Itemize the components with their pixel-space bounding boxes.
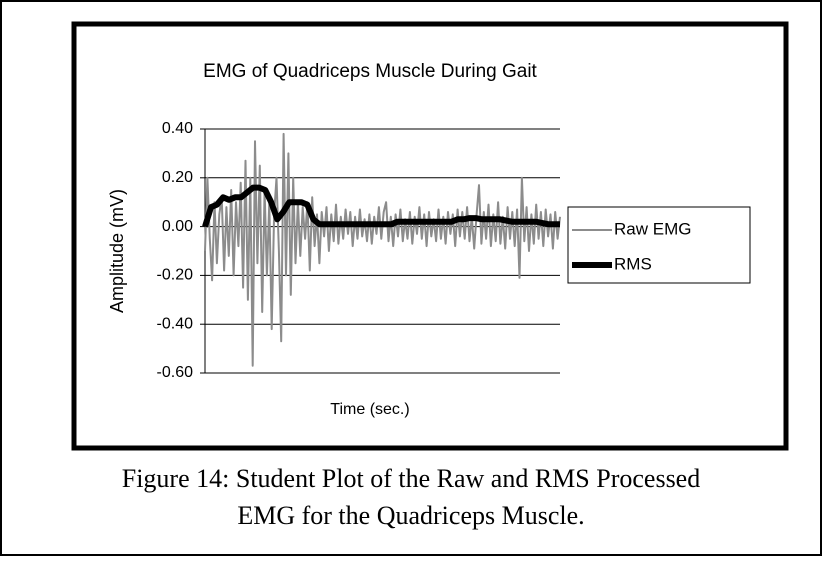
- y-tick-label: -0.60: [157, 364, 194, 381]
- series-line: [202, 184, 560, 228]
- legend-label: RMS: [614, 254, 652, 273]
- y-tick-label: 0.20: [162, 169, 193, 186]
- x-axis-label: Time (sec.): [330, 401, 409, 418]
- caption-line: Figure 14: Student Plot of the Raw and R…: [122, 464, 700, 493]
- y-tick-label: 0.00: [162, 218, 193, 235]
- y-tick-label: -0.20: [157, 267, 194, 284]
- y-tick-label: -0.40: [157, 315, 194, 332]
- y-axis-label: Amplitude (mV): [107, 189, 127, 313]
- legend-label: Raw EMG: [614, 219, 691, 238]
- caption-line: EMG for the Quadriceps Muscle.: [237, 501, 584, 530]
- plot-area: 0.40 0.20 0.00 -0.20 -0.40 -0.60: [157, 120, 561, 381]
- chart-title: EMG of Quadriceps Muscle During Gait: [203, 61, 537, 82]
- legend-box: [567, 206, 751, 284]
- y-tick-label: 0.40: [162, 120, 193, 137]
